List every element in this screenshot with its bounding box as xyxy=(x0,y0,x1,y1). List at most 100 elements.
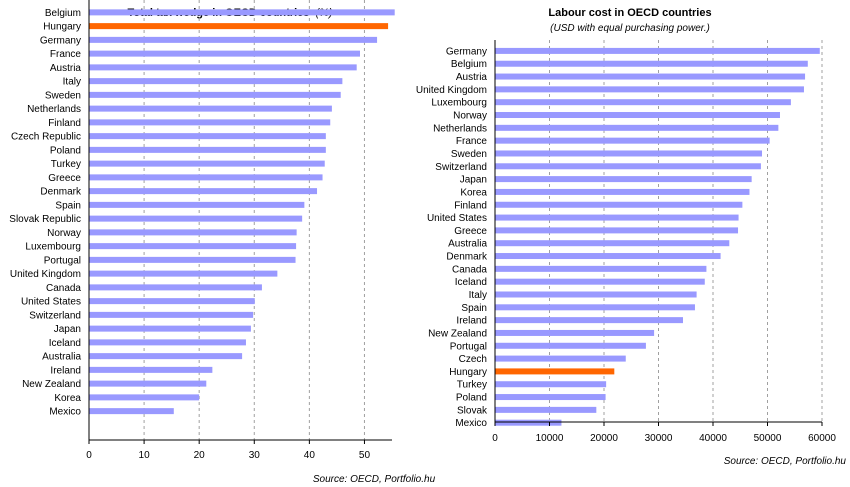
tax-wedge-tick-label: 0 xyxy=(86,450,92,461)
tax-wedge-bar xyxy=(89,9,395,16)
tax-wedge-source: Source: OECD, Portfolio.hu xyxy=(313,474,436,485)
labour-cost-bar xyxy=(495,278,705,285)
labour-cost-tick-label: 10000 xyxy=(536,433,564,444)
tax-wedge-bar xyxy=(89,160,325,167)
labour-cost-category-label: Australia xyxy=(448,239,487,250)
labour-cost-source: Source: OECD, Portfolio.hu xyxy=(724,456,847,467)
labour-cost-category-label: Iceland xyxy=(455,277,487,288)
tax-wedge-category-label: Poland xyxy=(50,145,81,156)
labour-cost-category-label: Spain xyxy=(461,303,487,314)
tax-wedge-bar xyxy=(89,311,254,318)
tax-wedge-bar xyxy=(89,325,251,332)
labour-cost-category-labels: Germany Belgium Austria United Kingdom Luxem… xyxy=(416,46,488,429)
tax-wedge-bar xyxy=(89,366,213,373)
tax-wedge-category-label: Slovak Republic xyxy=(9,214,81,225)
tax-wedge-bar xyxy=(89,353,243,360)
labour-cost-category-label: Ireland xyxy=(456,316,487,327)
tax-wedge-tick-labels: 0 10 20 30 40 50 xyxy=(86,450,370,461)
labour-cost-bar xyxy=(495,137,770,144)
tax-wedge-category-label: Hungary xyxy=(43,22,81,33)
tax-wedge-tick-label: 40 xyxy=(304,450,316,461)
tax-wedge-category-label: Luxembourg xyxy=(25,242,81,253)
tax-wedge-bar xyxy=(89,119,331,126)
labour-cost-category-label: Portugal xyxy=(450,341,487,352)
labour-cost-tick-label: 40000 xyxy=(699,433,727,444)
labour-cost-category-label: New Zealand xyxy=(428,328,487,339)
labour-cost-bar xyxy=(495,368,615,375)
labour-cost-category-label: Poland xyxy=(456,393,487,404)
tax-wedge-bar xyxy=(89,256,296,263)
tax-wedge-bar xyxy=(89,243,297,250)
tax-wedge-category-label: Switzerland xyxy=(29,310,81,321)
tax-wedge-bar xyxy=(89,50,360,57)
labour-cost-category-label: Austria xyxy=(456,72,488,83)
tax-wedge-category-label: Austria xyxy=(50,63,82,74)
tax-wedge-category-label: Mexico xyxy=(49,407,81,418)
labour-cost-category-label: Korea xyxy=(460,187,487,198)
tax-wedge-bar xyxy=(89,298,255,305)
labour-cost-bar xyxy=(495,73,806,80)
tax-wedge-axes xyxy=(88,0,392,444)
tax-wedge-bar xyxy=(89,215,303,222)
labour-cost-category-label: Belgium xyxy=(451,59,487,70)
labour-cost-tick-label: 20000 xyxy=(590,433,618,444)
labour-cost-bar xyxy=(495,201,743,208)
labour-cost-tick-label: 50000 xyxy=(754,433,782,444)
tax-wedge-bar xyxy=(89,408,174,415)
tax-wedge-category-label: Germany xyxy=(40,35,81,46)
labour-cost-bar xyxy=(495,86,804,93)
labour-cost-bar xyxy=(495,253,721,260)
tax-wedge-category-label: Canada xyxy=(46,283,81,294)
labour-cost-category-label: Italy xyxy=(469,290,487,301)
tax-wedge-category-label: United Kingdom xyxy=(10,269,81,280)
labour-cost-category-label: Luxembourg xyxy=(431,98,487,109)
tax-wedge-bar xyxy=(89,284,262,291)
labour-cost-title: Labour cost in OECD countries xyxy=(548,7,711,19)
labour-cost-bar xyxy=(495,317,683,324)
tax-wedge-category-label: Australia xyxy=(42,352,81,363)
tax-wedge-category-label: Japan xyxy=(54,324,81,335)
tax-wedge-bar xyxy=(89,229,297,236)
tax-wedge-category-label: Finland xyxy=(48,118,81,129)
tax-wedge-category-label: Czech Republic xyxy=(11,132,81,143)
labour-cost-bar xyxy=(495,381,607,388)
tax-wedge-bar xyxy=(89,23,389,30)
tax-wedge-category-label: Turkey xyxy=(51,159,81,170)
tax-wedge-tick-label: 10 xyxy=(139,450,151,461)
labour-cost-chart: Labour cost in OECD countries (USD with … xyxy=(416,7,847,467)
tax-wedge-bars xyxy=(89,9,395,415)
labour-cost-bar xyxy=(495,240,730,247)
labour-cost-category-label: Netherlands xyxy=(433,123,487,134)
labour-cost-bar xyxy=(495,47,820,54)
labour-cost-tick-label: 30000 xyxy=(645,433,673,444)
tax-wedge-bar xyxy=(89,174,323,181)
tax-wedge-category-label: France xyxy=(50,49,82,60)
labour-cost-bar xyxy=(495,227,739,234)
labour-cost-bar xyxy=(495,99,791,106)
tax-wedge-bar xyxy=(89,270,278,277)
tax-wedge-category-label: Korea xyxy=(54,393,81,404)
labour-cost-bar xyxy=(495,406,597,413)
tax-wedge-category-label: Italy xyxy=(63,77,81,88)
labour-cost-bars xyxy=(495,47,820,426)
labour-cost-category-label: Sweden xyxy=(451,149,487,160)
tax-wedge-bar xyxy=(89,394,200,401)
tax-wedge-category-label: Belgium xyxy=(45,8,81,19)
labour-cost-category-label: United States xyxy=(427,213,487,224)
labour-cost-bar xyxy=(495,60,808,67)
labour-cost-bar xyxy=(495,419,562,426)
labour-cost-category-label: United Kingdom xyxy=(416,85,487,96)
tax-wedge-bar xyxy=(89,380,207,387)
labour-cost-category-label: Denmark xyxy=(446,252,488,263)
tax-wedge-bar xyxy=(89,78,343,85)
tax-wedge-bar xyxy=(89,339,246,346)
labour-cost-category-label: Slovak xyxy=(457,405,488,416)
tax-wedge-category-label: United States xyxy=(21,297,81,308)
labour-cost-bar xyxy=(495,265,707,272)
labour-cost-bar xyxy=(495,150,763,157)
labour-cost-bar xyxy=(495,342,646,349)
labour-cost-bar xyxy=(495,176,752,183)
tax-wedge-bar xyxy=(89,201,305,208)
labour-cost-subtitle: (USD with equal purchasing power.) xyxy=(550,23,710,34)
labour-cost-category-label: Mexico xyxy=(455,418,487,429)
